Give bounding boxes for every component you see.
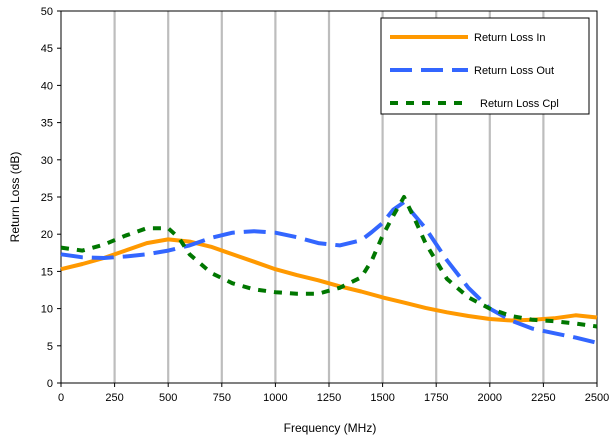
x-tick-label: 2250 bbox=[531, 392, 555, 404]
x-tick-label: 250 bbox=[105, 392, 123, 404]
x-tick-label: 2500 bbox=[585, 392, 609, 404]
series-lines bbox=[60, 195, 598, 345]
y-tick-label: 30 bbox=[41, 155, 53, 167]
y-tick-label: 25 bbox=[41, 192, 53, 204]
y-tick-label: 40 bbox=[41, 80, 53, 92]
y-tick-label: 50 bbox=[41, 6, 53, 18]
x-tick-label: 0 bbox=[58, 392, 64, 404]
series-line-1 bbox=[60, 237, 598, 323]
x-tick-label: 750 bbox=[213, 392, 231, 404]
x-tick-label: 1000 bbox=[263, 392, 287, 404]
x-tick-label: 1750 bbox=[424, 392, 448, 404]
legend-label-2: Return Loss Out bbox=[474, 65, 554, 77]
y-tick-label: 15 bbox=[41, 266, 53, 278]
y-tick-label: 45 bbox=[41, 43, 53, 55]
x-axis-title: Frequency (MHz) bbox=[284, 421, 377, 435]
x-tick-label: 500 bbox=[159, 392, 177, 404]
y-tick-label: 0 bbox=[47, 378, 53, 390]
legend-box bbox=[380, 17, 590, 115]
y-tick-label: 10 bbox=[41, 304, 53, 316]
y-axis: 0 5 10 15 20 25 30 35 40 45 50 bbox=[41, 6, 61, 390]
series-line-2 bbox=[60, 200, 598, 345]
x-tick-label: 1250 bbox=[317, 392, 341, 404]
legend-label-3: Return Loss Cpl bbox=[480, 98, 559, 110]
y-tick-label: 5 bbox=[47, 341, 53, 353]
y-axis-title: Return Loss (dB) bbox=[8, 152, 22, 243]
x-tick-label: 1500 bbox=[370, 392, 394, 404]
y-tick-label: 20 bbox=[41, 229, 53, 241]
x-tick-label: 2000 bbox=[478, 392, 502, 404]
y-tick-label: 35 bbox=[41, 118, 53, 130]
legend-label-1: Return Loss In bbox=[474, 32, 546, 44]
x-axis: 0 250 500 750 1000 1250 1500 1750 2000 2250 2500 bbox=[58, 383, 609, 404]
legend: Return Loss In Return Loss Out Return Loss… bbox=[380, 17, 590, 115]
